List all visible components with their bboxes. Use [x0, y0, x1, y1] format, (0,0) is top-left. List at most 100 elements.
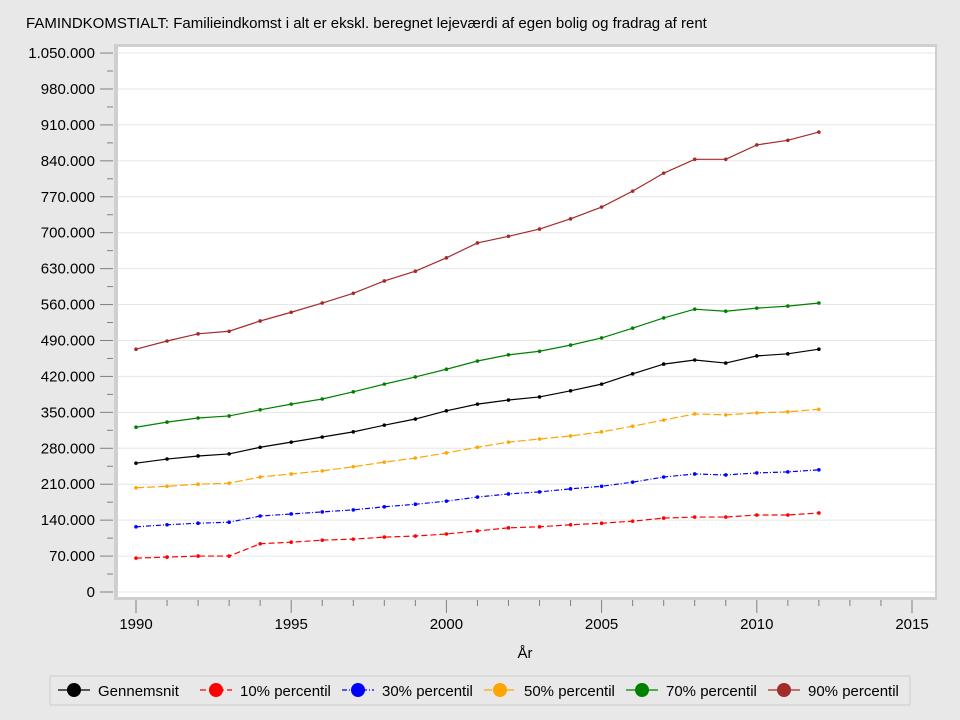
data-point — [196, 332, 200, 336]
data-point — [165, 339, 169, 343]
data-point — [692, 412, 697, 416]
x-tick-label: 2000 — [430, 616, 463, 633]
data-point — [320, 435, 325, 439]
data-point — [382, 504, 387, 509]
data-point — [289, 472, 294, 476]
data-point — [134, 461, 138, 465]
data-point — [444, 499, 449, 503]
x-tick-label: 1995 — [275, 616, 308, 633]
y-tick-label: 140.000 — [41, 512, 95, 529]
data-point — [351, 430, 356, 434]
data-point — [692, 358, 697, 362]
data-point — [444, 532, 449, 536]
y-tick-label: 280.000 — [41, 440, 95, 457]
data-point — [692, 157, 697, 162]
legend-box — [49, 675, 911, 706]
data-point — [786, 304, 790, 308]
x-axis: 1990 1995 2000 2005 2010 2015 — [119, 600, 929, 633]
data-point — [444, 451, 449, 455]
data-point — [196, 482, 200, 487]
y-tick-label: 770.000 — [41, 189, 95, 206]
data-point — [196, 416, 200, 420]
data-point — [506, 492, 511, 496]
data-point — [444, 409, 449, 413]
data-point — [723, 413, 728, 417]
legend-marker — [209, 683, 223, 697]
data-point — [537, 437, 542, 441]
data-point — [630, 189, 635, 193]
data-point — [506, 440, 511, 444]
data-point — [165, 457, 169, 461]
data-point — [227, 452, 231, 456]
data-point — [630, 372, 635, 376]
data-point — [413, 534, 418, 538]
data-point — [196, 554, 200, 558]
legend-marker — [493, 683, 507, 697]
data-point — [661, 516, 666, 520]
data-point — [723, 473, 728, 477]
data-point — [134, 486, 138, 490]
data-point — [537, 227, 542, 231]
data-point — [599, 205, 604, 209]
legend-label: 50% percentil — [524, 683, 615, 700]
y-tick-label: 420.000 — [41, 368, 95, 385]
data-point — [227, 329, 231, 334]
data-point — [351, 390, 356, 394]
legend-label: 90% percentil — [808, 683, 899, 700]
data-point — [506, 353, 511, 357]
data-point — [786, 513, 790, 517]
y-tick-label: 700.000 — [41, 225, 95, 242]
data-point — [165, 522, 169, 527]
data-point — [755, 306, 759, 310]
data-point — [723, 361, 728, 365]
data-point — [506, 234, 511, 239]
data-point — [382, 382, 387, 386]
data-point — [506, 398, 511, 402]
data-point — [661, 418, 666, 422]
data-point — [537, 395, 542, 399]
data-point — [413, 417, 418, 421]
data-point — [320, 510, 325, 514]
data-point — [382, 279, 387, 283]
data-point — [413, 375, 418, 379]
y-tick-label: 0 — [87, 584, 95, 601]
data-point — [599, 336, 604, 340]
legend: Gennemsnit 10% percentil 30% percentil 50% … — [58, 683, 899, 700]
data-point — [475, 529, 480, 533]
legend-label: 30% percentil — [382, 683, 473, 700]
data-point — [289, 402, 294, 406]
data-point — [537, 349, 542, 354]
data-point — [351, 537, 356, 541]
data-point — [755, 411, 759, 415]
legend-marker — [777, 683, 791, 697]
x-tick-label: 2015 — [895, 616, 928, 633]
legend-label: Gennemsnit — [98, 683, 180, 700]
x-tick-label: 1990 — [119, 616, 152, 633]
data-point — [227, 554, 231, 558]
data-point — [537, 525, 542, 529]
data-point — [413, 456, 418, 460]
data-point — [320, 538, 325, 542]
legend-label: 70% percentil — [666, 683, 757, 700]
data-point — [289, 540, 294, 545]
data-point — [630, 424, 635, 429]
data-point — [320, 469, 325, 473]
data-point — [723, 309, 728, 314]
data-point — [786, 138, 790, 143]
data-point — [755, 513, 759, 517]
y-tick-label: 70.000 — [49, 548, 95, 565]
data-point — [227, 414, 231, 418]
plot-area — [118, 47, 935, 597]
data-point — [568, 388, 573, 393]
y-tick-label: 840.000 — [41, 153, 95, 170]
data-point — [382, 535, 387, 539]
data-point — [165, 484, 169, 489]
data-point — [258, 445, 262, 450]
data-point — [351, 464, 356, 469]
legend-marker — [351, 683, 365, 697]
data-point — [227, 481, 231, 485]
data-point — [599, 484, 604, 489]
data-point — [289, 512, 294, 516]
data-point — [165, 555, 169, 559]
